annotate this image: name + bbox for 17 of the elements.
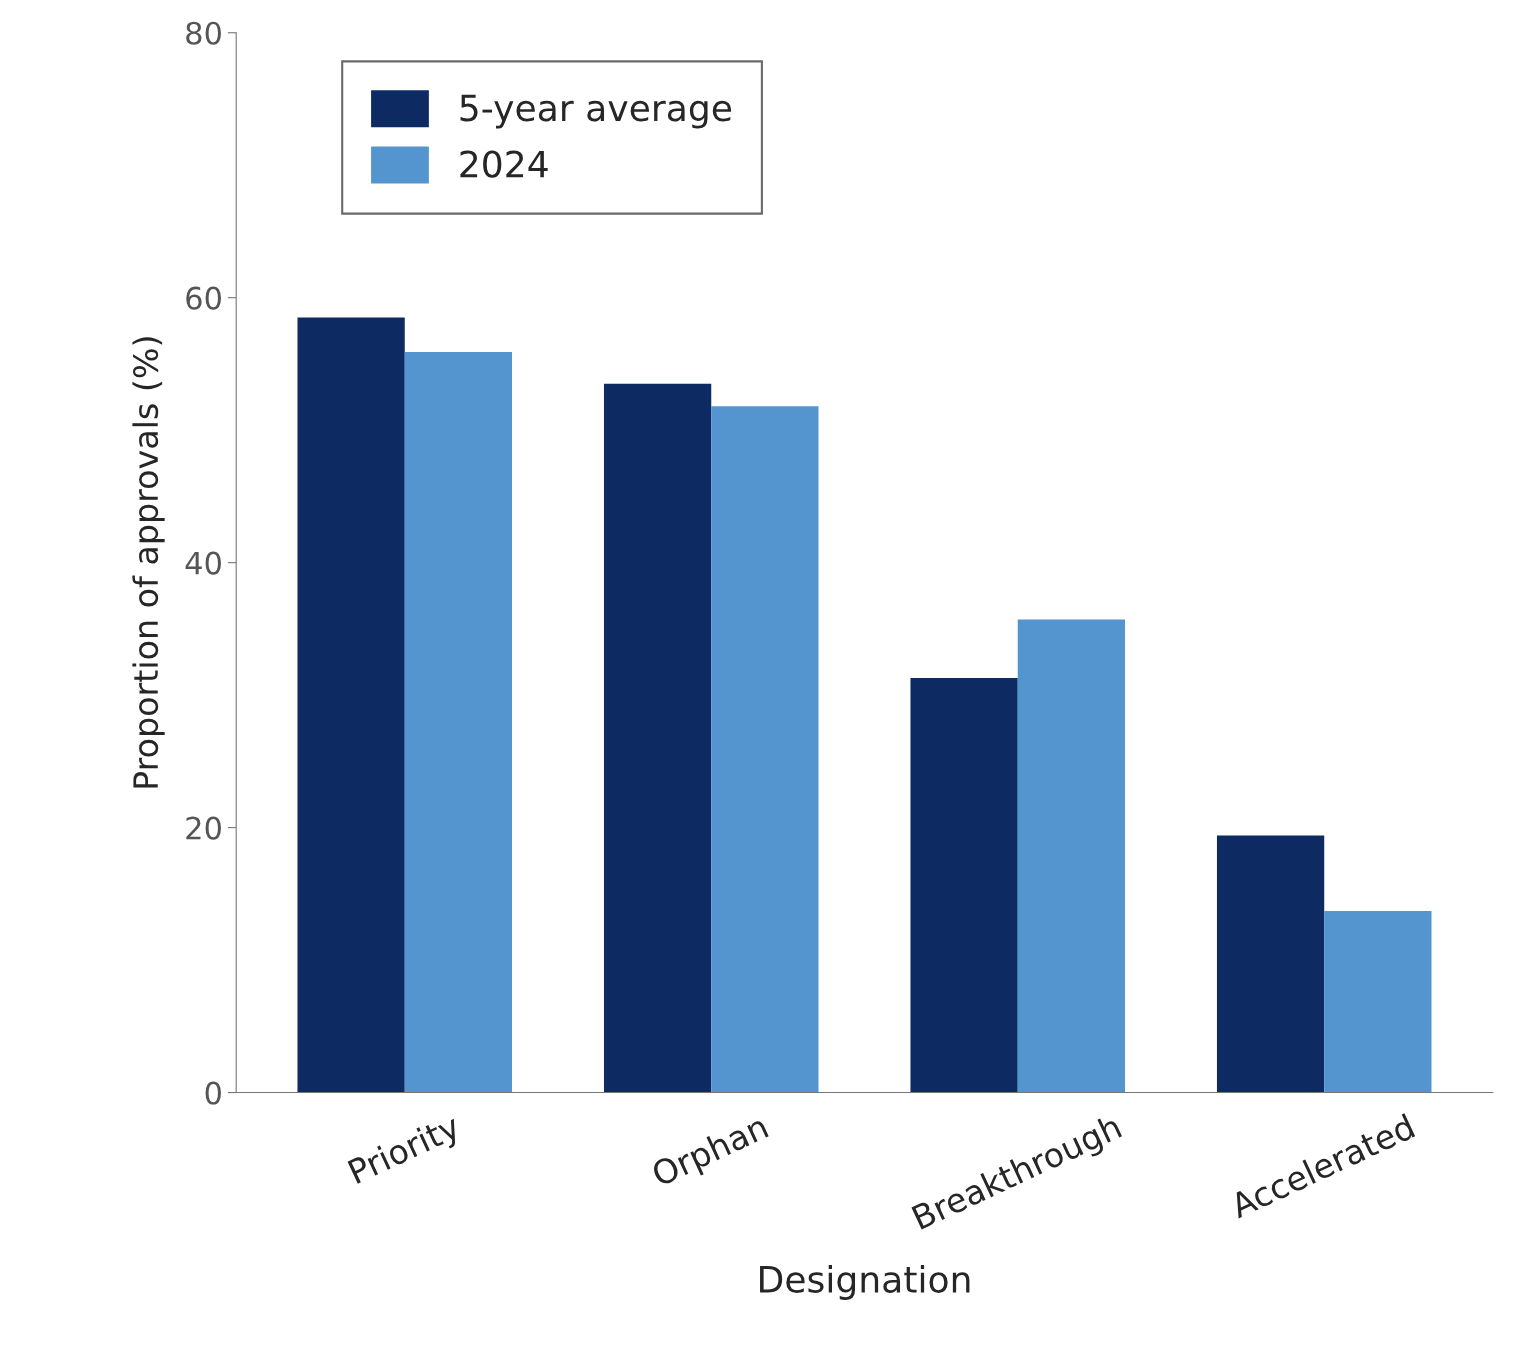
y-axis-title: Proportion of approvals (%) [132,337,165,788]
bar [1017,619,1126,1093]
bar [1324,911,1432,1093]
y-tick-label: 80 [186,21,221,45]
y-tick-label: 20 [186,816,221,840]
bar [1216,835,1325,1093]
bar [297,317,405,1093]
y-tick-label: 40 [185,551,221,575]
bar [910,677,1018,1093]
y-tick-label: 60 [186,286,221,310]
bar [603,383,712,1093]
legend-label: 2024 [460,150,548,178]
bar [404,352,513,1093]
x-axis-title: Designation [760,1264,970,1300]
legend-label: 5-year average [460,94,732,129]
y-tick-label: 0 [205,1081,221,1105]
bar [711,406,819,1093]
